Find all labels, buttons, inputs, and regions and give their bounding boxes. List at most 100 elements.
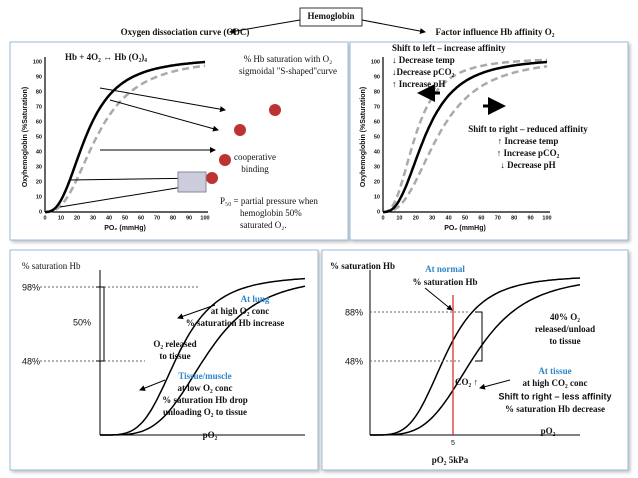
text-line: At normal [425, 264, 465, 274]
text-line: hemoglobin 50% [240, 208, 302, 218]
arrow [99, 87, 226, 113]
x-tick-label: 50 [462, 215, 468, 221]
y-tick-label: 50 [36, 134, 42, 140]
y-tick-label: 70 [374, 104, 380, 110]
axis-title: pO₂ [541, 426, 556, 436]
text-line: ↓Decrease pCO₂ [392, 67, 455, 77]
tick-label: 98% [22, 282, 40, 292]
text-line: at high CO₂ conc [523, 378, 588, 388]
content: Hemoglobin Oxygen dissociation curve (ODC… [22, 11, 612, 465]
panel [9, 41, 349, 241]
x-tick-label: 10 [396, 215, 402, 221]
axis-caption: pO₂ 5kPa [432, 455, 469, 465]
x-tick-label: 80 [170, 215, 176, 221]
y-tick-label: 40 [374, 149, 380, 155]
text-line: ↓ Decrease pH [500, 160, 555, 170]
title: Hemoglobin [307, 11, 354, 21]
tick-label: 50% [73, 317, 91, 327]
molecule [206, 172, 218, 184]
arrow [109, 99, 219, 132]
y-axis-title: Oxyhemoglobin (%Saturation) [22, 87, 29, 187]
y-tick-label: 20 [374, 179, 380, 185]
x-tick-label: 70 [154, 215, 160, 221]
curve [45, 60, 206, 214]
x-tick-label: 30 [429, 215, 435, 221]
molecule [269, 104, 281, 116]
text-line: % Hb saturation with O₂ [244, 54, 333, 64]
axis-title: pO₂ [203, 430, 218, 440]
text-line: released/unload [535, 324, 595, 334]
text-line: At tissue [538, 366, 571, 376]
x-tick-label: 80 [511, 215, 517, 221]
curve [383, 65, 548, 214]
x-tick-label: 60 [478, 215, 484, 221]
text-line: saturated O₂. [240, 220, 287, 230]
text-line: O₂ released [153, 339, 196, 349]
y-tick-label: 50 [374, 134, 380, 140]
arrow [424, 287, 453, 311]
y-tick-label: 60 [374, 119, 380, 125]
text-line: unloading O₂ to tissue [163, 407, 247, 417]
text-line: P₅₀ = partial pressure when [220, 196, 318, 206]
section-heading: Factor influence Hb affinity O₂ [435, 27, 554, 37]
x-tick-label: 0 [43, 215, 46, 221]
curve [370, 283, 581, 436]
text-line: ↑ Increase temp [498, 136, 559, 146]
y-tick-label: 0 [377, 209, 380, 215]
panel [321, 249, 629, 471]
molecule [234, 124, 246, 136]
x-axis-title: PO₂ (mmHg) [444, 225, 486, 232]
x-tick-label: 30 [90, 215, 96, 221]
y-tick-label: 40 [36, 149, 42, 155]
y-tick-label: 30 [36, 164, 42, 170]
curve [100, 277, 306, 436]
molecule-image [177, 171, 207, 193]
x-tick-label: 40 [106, 215, 112, 221]
axis-title: % saturation Hb [330, 261, 395, 271]
y-tick-label: 70 [36, 104, 42, 110]
arrow [361, 19, 426, 35]
text-line: ↑ Increase pCO₂ [497, 148, 560, 158]
x-axis-title: PO₂ (mmHg) [104, 225, 146, 232]
text-line: ↓ Decrease temp [392, 55, 455, 65]
x-tick-label: 90 [528, 215, 534, 221]
x-tick-label: 90 [186, 215, 192, 221]
section-heading: Oxygen dissociation curve (ODC) [121, 27, 250, 37]
text-line: % saturation Hb increase [186, 318, 285, 328]
molecule [219, 154, 231, 166]
x-tick-label: 60 [138, 215, 144, 221]
axis-title: % saturation Hb [22, 261, 81, 271]
y-tick-label: 0 [39, 209, 42, 215]
curve [45, 64, 206, 214]
x-tick-label: 20 [74, 215, 80, 221]
x-tick-label: 70 [495, 215, 501, 221]
equation: Hb + 4O₂ ↔ Hb (O₂)₄ [65, 52, 147, 62]
text-line: % saturation Hb drop [162, 395, 248, 405]
y-tick-label: 10 [374, 194, 380, 200]
x-tick-label: 20 [413, 215, 419, 221]
text-line: % saturation Hb [412, 277, 477, 287]
bracket [96, 286, 105, 362]
tick-label: 48% [22, 356, 40, 366]
y-tick-label: 80 [374, 89, 380, 95]
text-line: ↑ Increase pH [392, 79, 445, 89]
y-tick-label: 100 [33, 59, 42, 65]
x-tick-label: 100 [200, 215, 209, 221]
heading: Shift to left – increase affinity [392, 43, 506, 53]
text-line: at high O₂ conc [211, 306, 269, 316]
arrow [479, 379, 511, 390]
x-tick-label: 10 [58, 215, 64, 221]
text-line: At lung [241, 294, 270, 304]
text-line: to tissue [159, 351, 190, 361]
arrow [177, 304, 216, 320]
y-axis-title: Oxyhemoglobin (%Saturation) [360, 87, 367, 187]
text-line: 40% O₂ [550, 312, 580, 322]
y-tick-label: 100 [371, 59, 380, 65]
text-line: at low O₂ conc [178, 383, 233, 393]
x-tick-label: 50 [122, 215, 128, 221]
bracket [475, 311, 483, 362]
y-tick-label: 60 [36, 119, 42, 125]
curve [383, 60, 548, 214]
text-line: to tissue [549, 336, 580, 346]
